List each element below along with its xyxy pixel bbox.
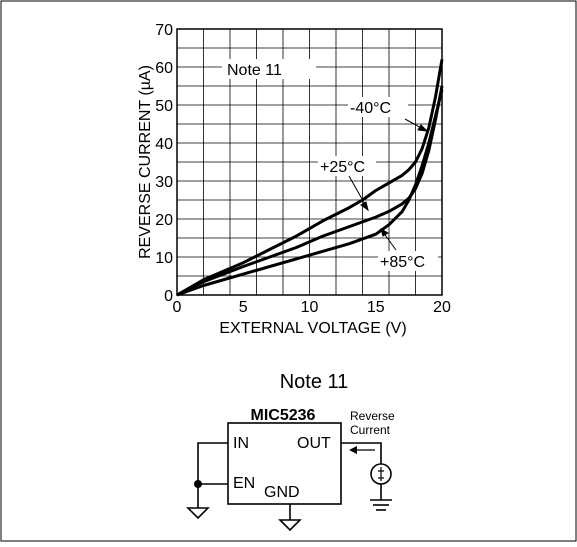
y-tick-label: 50	[155, 98, 173, 115]
test-circuit-schematic: Note 11 MIC5236 IN EN OUT GND Reverse Cu…	[186, 371, 395, 532]
reverse-current-label-2: Current	[350, 423, 391, 437]
series-label-minus40: -40°C	[350, 100, 391, 117]
series-line-0	[176, 59, 444, 297]
y-tick-label: 10	[155, 250, 173, 267]
y-tick-labels: 0 10 20 30 40 50 60 70	[155, 22, 173, 305]
x-tick-label: 20	[433, 299, 451, 316]
pin-en-label: EN	[233, 475, 255, 492]
pin-in-label: IN	[233, 435, 249, 452]
pin-out-label: OUT	[297, 435, 331, 452]
note-annotation: Note 11	[227, 62, 282, 79]
series-line-1	[176, 85, 444, 297]
out-wire	[341, 442, 382, 464]
junction-dot	[194, 480, 202, 488]
chip-label: MIC5236	[251, 407, 316, 424]
label-arrows	[348, 118, 429, 251]
y-tick-label: 20	[155, 212, 173, 229]
x-tick-label: 15	[367, 299, 385, 316]
series-label-plus85: +85°C	[380, 254, 425, 271]
x-axis-label: EXTERNAL VOLTAGE (V)	[219, 320, 406, 337]
y-tick-label: 40	[155, 136, 173, 153]
x-tick-label: 0	[173, 299, 182, 316]
ground-left-icon	[186, 507, 210, 520]
arrow-plus25	[348, 175, 367, 207]
y-tick-label: 0	[164, 288, 173, 305]
y-axis-label: REVERSE CURRENT (µA)	[137, 65, 154, 259]
x-tick-label: 10	[301, 299, 319, 316]
schematic-title: Note 11	[280, 371, 349, 393]
y-tick-label: 70	[155, 22, 173, 39]
label-bg-plus25	[318, 156, 376, 176]
note-annotation-bg	[222, 59, 316, 79]
x-tick-labels: 0 5 10 15 20	[173, 299, 451, 316]
plot-area-border	[176, 28, 443, 296]
reverse-current-label-1: Reverse	[350, 409, 395, 423]
pin-gnd-label: GND	[264, 484, 300, 501]
x-tick-label: 5	[239, 299, 248, 316]
label-bg-plus85	[378, 251, 438, 271]
arrowhead-plus85	[380, 227, 389, 237]
arrowhead-plus25	[360, 201, 369, 212]
reverse-current-chart: 0 5 10 15 20 0 10 20 30 40 50 60 70 Note 11 -40°C +…	[137, 22, 451, 337]
in-en-wire	[197, 442, 228, 508]
y-tick-label: 60	[155, 60, 173, 77]
reverse-current-arrowhead	[349, 446, 357, 454]
arrowhead-minus40	[417, 124, 429, 132]
source-polarity	[378, 467, 384, 481]
series-label-plus25: +25°C	[320, 159, 365, 176]
ground-bottom-icon	[278, 519, 302, 532]
chip-body	[227, 422, 342, 505]
y-tick-label: 30	[155, 174, 173, 191]
label-bg-minus40	[348, 97, 408, 117]
